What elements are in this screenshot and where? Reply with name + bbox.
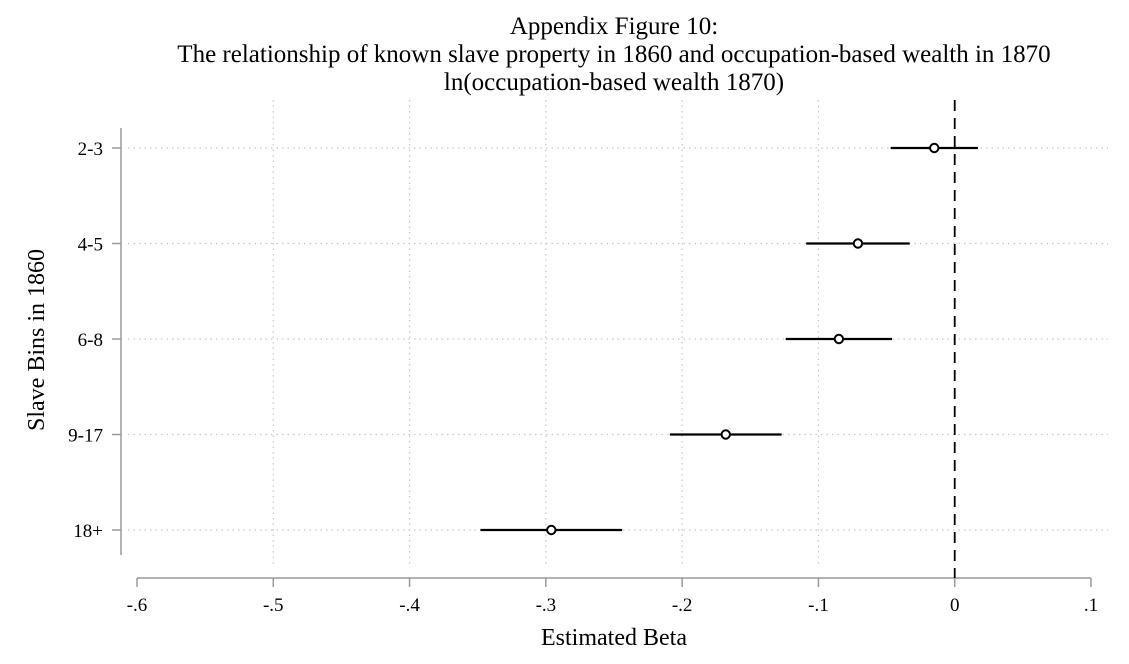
point-estimate-6-8 — [833, 333, 845, 345]
grid — [128, 100, 1108, 566]
y-tick-label: 18+ — [73, 521, 103, 542]
x-axis-ticks: -.6 -.5 -.4 -.3 -.2 -.1 0 .1 — [127, 578, 1098, 616]
estimates — [480, 142, 978, 536]
x-axis-label: Estimated Beta — [541, 625, 687, 651]
chart-title: Appendix Figure 10: The relationship of … — [177, 13, 1050, 96]
title-line-1: Appendix Figure 10: — [510, 13, 718, 40]
y-tick-label: 4-5 — [78, 235, 103, 256]
point-estimate-18+ — [546, 524, 557, 536]
y-tick-label: 6-8 — [78, 330, 103, 351]
x-tick-label: -.6 — [127, 595, 148, 616]
x-tick-label: 0 — [950, 595, 960, 616]
point-estimate-2-3 — [929, 142, 940, 154]
x-tick-label: -.2 — [672, 595, 693, 616]
x-tick-label: -.1 — [808, 595, 829, 616]
title-line-2: The relationship of known slave property… — [177, 41, 1050, 68]
point-estimate-9-17 — [720, 429, 731, 440]
axes — [120, 128, 1091, 579]
y-tick-label: 2-3 — [78, 139, 103, 160]
y-axis-label: Slave Bins in 1860 — [24, 249, 50, 431]
x-tick-label: .1 — [1084, 595, 1098, 616]
y-tick-label: 9-17 — [68, 426, 103, 447]
point-estimate-4-5 — [852, 238, 864, 249]
y-axis-ticks: 2-3 4-5 6-8 9-17 18+ — [68, 139, 121, 542]
x-tick-label: -.3 — [536, 595, 557, 616]
title-line-3: ln(occupation-based wealth 1870) — [444, 69, 784, 96]
x-tick-label: -.4 — [399, 595, 420, 616]
x-tick-label: -.5 — [263, 595, 284, 616]
